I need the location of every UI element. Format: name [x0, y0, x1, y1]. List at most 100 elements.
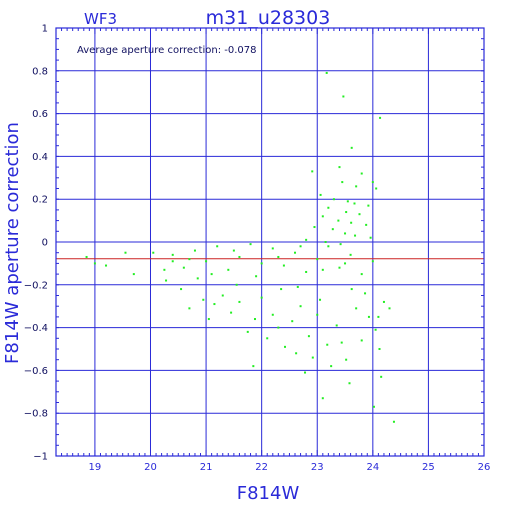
data-point [355, 307, 358, 310]
data-point [345, 211, 348, 214]
data-point [342, 95, 345, 98]
data-point [213, 303, 216, 306]
data-point [205, 260, 208, 263]
data-point [93, 262, 96, 265]
data-point [344, 232, 347, 235]
data-point [260, 262, 263, 265]
data-point [392, 420, 395, 423]
data-point [171, 253, 174, 256]
data-point [360, 172, 363, 175]
data-point [252, 365, 255, 368]
data-point [124, 251, 127, 254]
x-tick-label: 20 [144, 462, 157, 473]
grid [56, 27, 485, 457]
data-point [182, 266, 185, 269]
data-point [280, 288, 283, 291]
y-tick-label: 0.8 [32, 66, 48, 77]
data-point [105, 264, 108, 267]
data-point [327, 206, 330, 209]
y-tick-label: −0.8 [24, 409, 48, 420]
data-point [321, 215, 324, 218]
data-point [358, 213, 361, 216]
data-point [349, 253, 352, 256]
data-point [330, 365, 333, 368]
y-tick-label: 0 [42, 238, 48, 249]
data-point [327, 245, 330, 248]
data-point [291, 320, 294, 323]
data-point [340, 341, 343, 344]
data-point [354, 234, 357, 237]
data-point [350, 288, 353, 291]
data-point [388, 307, 391, 310]
data-points [85, 71, 395, 423]
data-point [311, 356, 314, 359]
y-tick-label: −0.6 [24, 366, 48, 377]
data-point [335, 324, 338, 327]
data-point [230, 311, 233, 314]
data-point [331, 228, 334, 231]
data-point [193, 249, 196, 252]
data-point [235, 283, 238, 286]
data-point [364, 292, 367, 295]
data-point [294, 251, 297, 254]
data-point [305, 270, 308, 273]
data-point [367, 315, 370, 318]
data-point [253, 318, 256, 321]
data-point [374, 328, 377, 331]
data-point [266, 337, 269, 340]
data-point [296, 285, 299, 288]
data-point [271, 313, 274, 316]
x-tick-label: 23 [311, 462, 324, 473]
y-tick-label: 0.4 [32, 152, 48, 163]
data-point [207, 318, 210, 321]
data-point [196, 277, 199, 280]
data-point [221, 294, 224, 297]
data-point [163, 268, 166, 271]
data-point [379, 116, 382, 119]
x-tick-label: 22 [255, 462, 268, 473]
data-point [255, 275, 258, 278]
data-point [367, 204, 370, 207]
data-point [341, 181, 344, 184]
data-point [232, 249, 235, 252]
data-point [360, 339, 363, 342]
x-tick-label: 19 [89, 462, 102, 473]
data-point [202, 298, 205, 301]
data-point [365, 223, 368, 226]
data-point [238, 300, 241, 303]
data-point [324, 241, 327, 243]
data-point [344, 262, 347, 265]
data-point [325, 71, 328, 74]
data-point [319, 193, 322, 196]
data-point [299, 245, 302, 248]
data-point [332, 198, 335, 201]
x-tick-label: 21 [200, 462, 213, 473]
data-point [350, 221, 353, 224]
data-point [380, 375, 383, 378]
chip-label: WF3 [84, 10, 117, 28]
data-point [337, 219, 340, 222]
data-point [353, 202, 356, 205]
data-point [316, 313, 319, 316]
data-point [355, 185, 358, 188]
data-point [282, 264, 285, 267]
data-point [238, 255, 241, 258]
data-point [277, 326, 280, 329]
data-point [313, 226, 316, 229]
data-point [284, 345, 287, 348]
data-point [371, 260, 374, 263]
data-point [188, 307, 191, 310]
data-point [295, 352, 298, 355]
data-point [338, 266, 341, 269]
data-point [171, 260, 174, 263]
y-axis-label: F814W aperture correction [2, 122, 23, 364]
data-point [246, 330, 249, 333]
data-point [338, 166, 341, 169]
data-point [307, 335, 310, 338]
chart-title: m31_u28303 [206, 7, 331, 29]
data-point [277, 255, 280, 258]
x-tick-label: 24 [366, 462, 379, 473]
data-point [305, 238, 308, 241]
